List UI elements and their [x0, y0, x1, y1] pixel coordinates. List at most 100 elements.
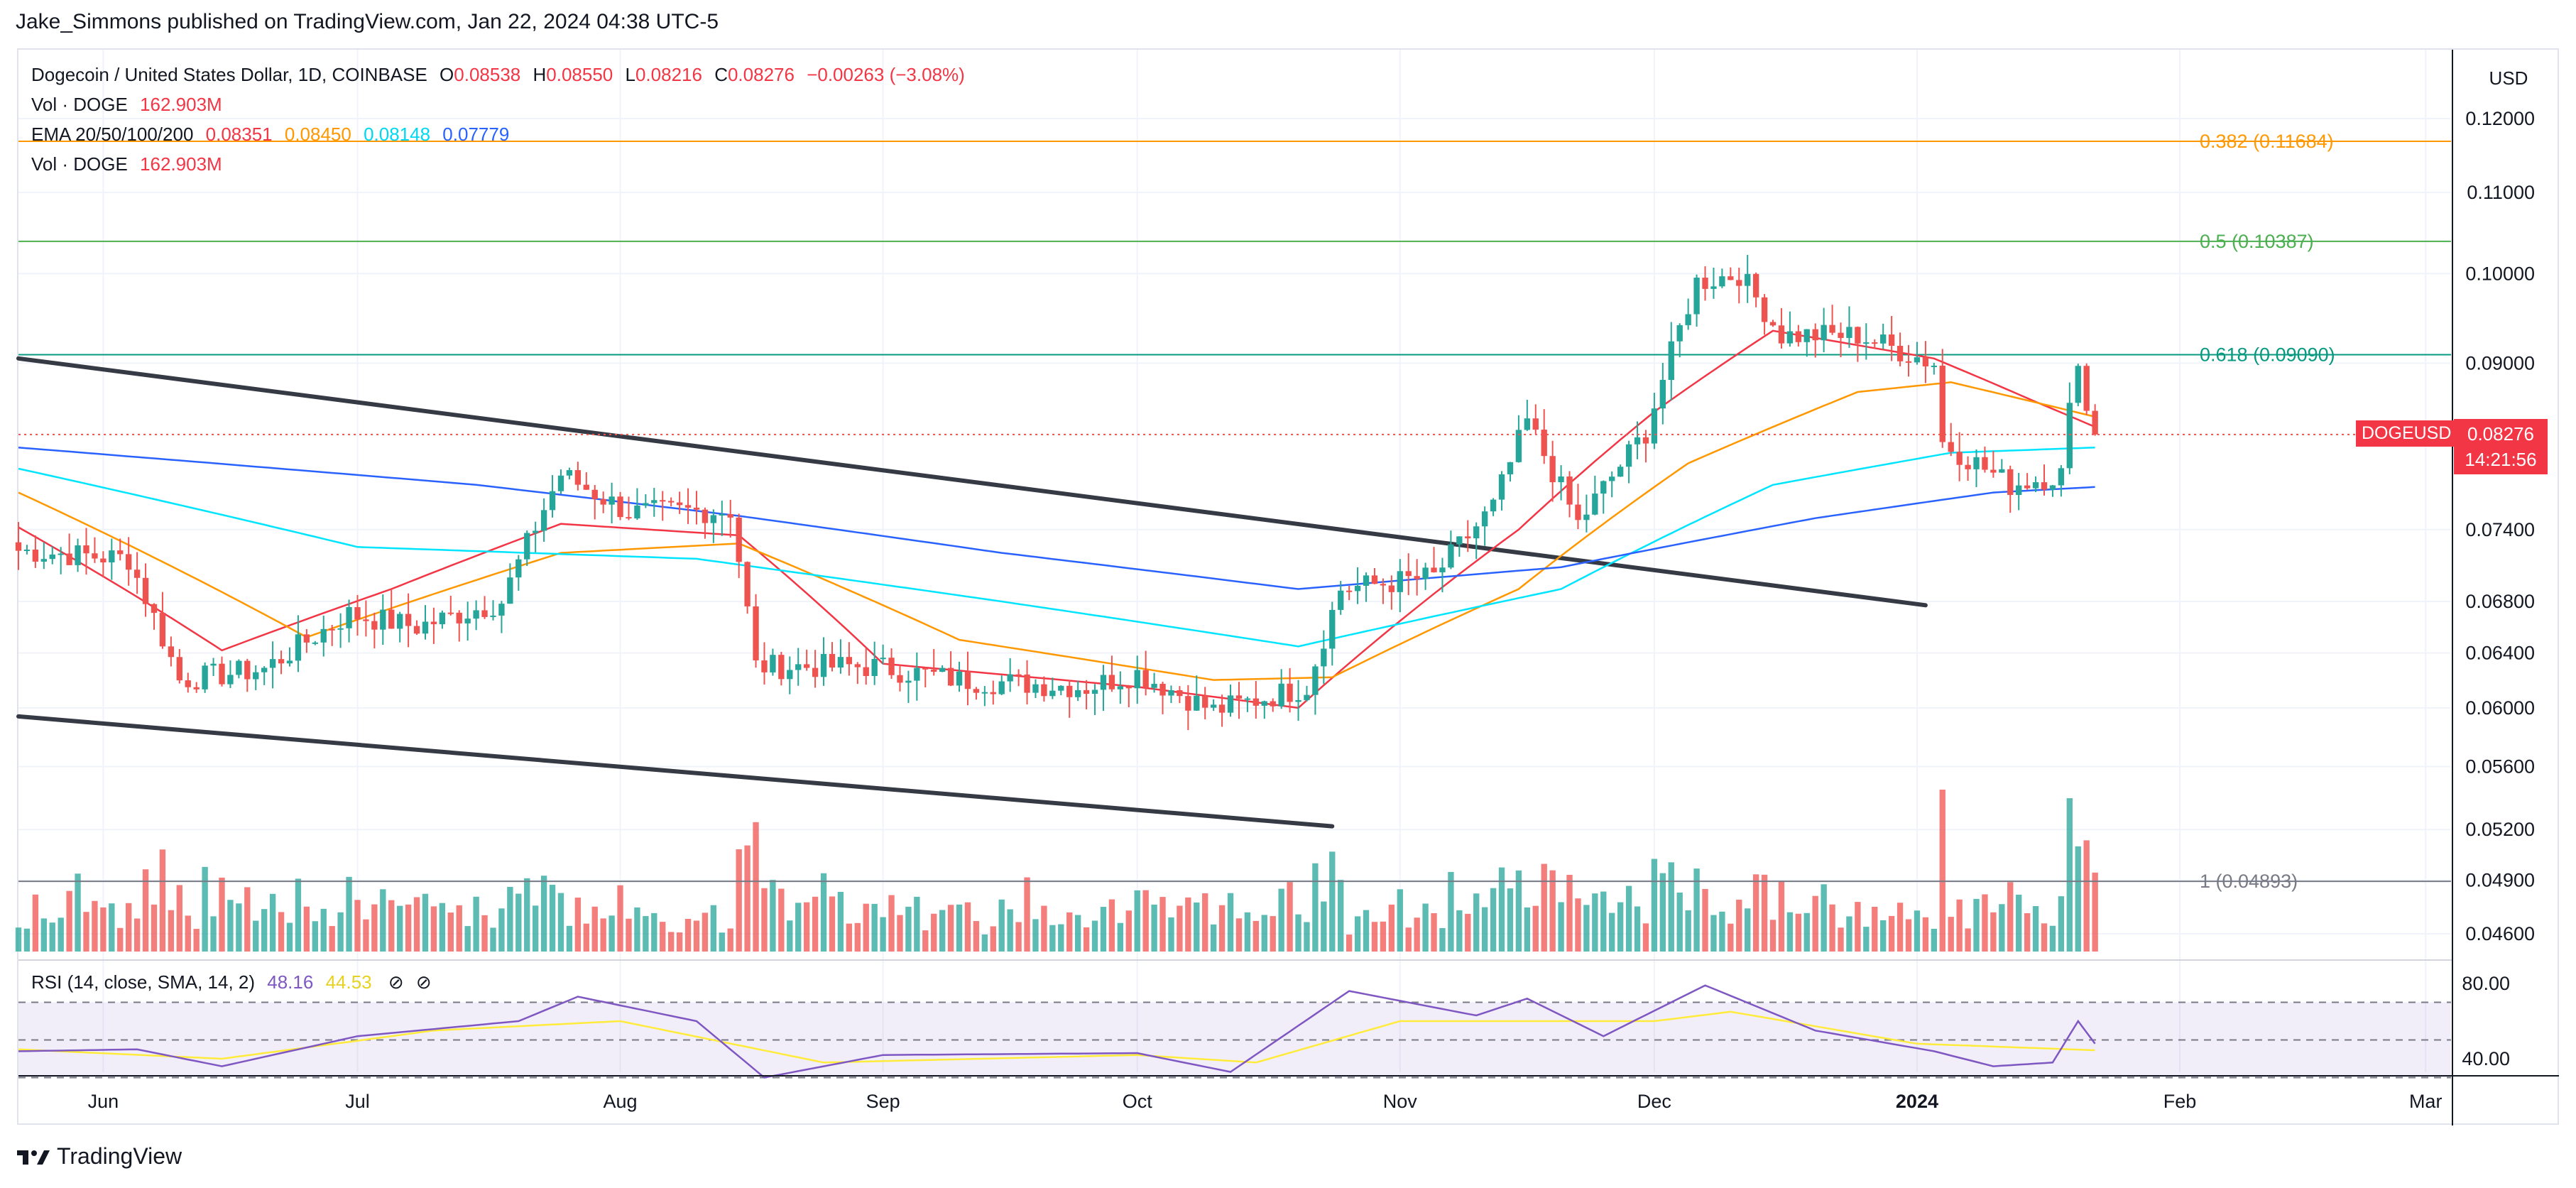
volume-bar	[939, 910, 946, 952]
candle-body	[1829, 325, 1835, 333]
tradingview-footer[interactable]: TradingView	[16, 1143, 182, 1170]
settings-icon[interactable]: ⊘	[415, 971, 432, 993]
volume-bar	[1566, 874, 1573, 952]
volume-bar	[1456, 910, 1463, 952]
volume-bar	[888, 895, 895, 952]
candle-body	[312, 642, 318, 644]
legend-volume-row[interactable]: Vol · DOGE 162.903M	[31, 94, 229, 116]
candle-body	[634, 505, 640, 519]
volume-bar	[168, 910, 175, 952]
ema50-line	[18, 381, 2095, 681]
time-tick-label: Dec	[1637, 1091, 1671, 1112]
candle-body	[736, 517, 742, 562]
volume-bar	[1177, 905, 1183, 952]
volume-bar	[269, 893, 276, 952]
volume-bar	[981, 934, 988, 952]
channel-lines	[16, 356, 1928, 829]
rsi-legend[interactable]: RSI (14, close, SMA, 14, 2) 48.16 44.53 …	[31, 971, 439, 993]
volume-bar	[1354, 916, 1361, 952]
candle-body	[1896, 346, 1904, 361]
volume-bar	[1498, 867, 1505, 952]
volume-bar	[1558, 902, 1564, 952]
volume-bar	[1117, 922, 1124, 952]
volume-bar	[1405, 927, 1412, 952]
volume-bar	[557, 893, 564, 952]
volume-bar	[1448, 871, 1454, 952]
volume-bar	[1778, 881, 1785, 952]
ema20-value: 0.08351	[205, 124, 273, 145]
candle-body	[1210, 704, 1217, 708]
candle-body	[761, 660, 768, 672]
candle-body	[1931, 365, 1938, 367]
axes: 0.12000 0.11000 0.10000 0.09000 0.07400 0.068…	[18, 50, 2559, 1126]
candle-body	[532, 530, 539, 533]
candle-body	[269, 659, 276, 668]
candle-body	[1990, 469, 1997, 473]
candle-body	[863, 667, 869, 677]
hide-icon[interactable]: ⊘	[388, 971, 404, 993]
publisher-line: Jake_Simmons published on TradingView.co…	[16, 10, 719, 33]
candle-body	[667, 501, 675, 503]
volume-bar	[405, 904, 412, 952]
candle-body	[880, 658, 886, 660]
volume-bar	[719, 932, 725, 952]
volume-bar	[998, 899, 1005, 952]
candle-body	[1304, 694, 1310, 700]
volume-bar	[854, 922, 861, 952]
candle-body	[1710, 286, 1717, 289]
candle-body	[1982, 457, 1988, 470]
candle-body	[337, 628, 344, 630]
volume-bar	[2083, 840, 2090, 952]
legend-volume-row-2[interactable]: Vol · DOGE 162.903M	[31, 153, 229, 175]
legend-ema-row[interactable]: EMA 20/50/100/200 0.08351 0.08450 0.0814…	[31, 124, 516, 146]
volume-value: 162.903M	[140, 94, 222, 115]
volume-bar	[1761, 874, 1768, 952]
volume-bar	[159, 849, 166, 952]
volume-bar	[820, 873, 827, 952]
candle-body	[227, 675, 234, 685]
volume-bar	[1439, 927, 1446, 952]
rsi-tick-label: 40.00	[2462, 1048, 2510, 1069]
time-tick-label: Sep	[866, 1091, 900, 1112]
volume-bar	[1490, 888, 1497, 952]
candle-body	[1346, 590, 1353, 592]
volume-bar	[515, 893, 522, 952]
candle-body	[1397, 571, 1403, 592]
candle-body	[1803, 329, 1810, 342]
volume-bar	[1338, 880, 1344, 952]
time-tick-label: 2024	[1896, 1091, 1938, 1112]
symbol-name[interactable]: Dogecoin / United States Dollar, 1D, COI…	[31, 64, 427, 85]
candle-body	[1973, 457, 1980, 469]
candle-body	[1218, 704, 1226, 713]
volume-bar	[1863, 927, 1870, 952]
volume-bar	[92, 900, 98, 952]
candle-body	[795, 664, 802, 670]
candle-body	[1125, 686, 1132, 689]
candle-body	[286, 660, 293, 664]
volume-bar	[1625, 885, 1632, 952]
volume-bar	[422, 893, 429, 952]
candle-body	[1999, 469, 2005, 473]
price-tick-label: 0.06400	[2465, 643, 2535, 664]
volume-bar	[507, 886, 513, 952]
volume-bar	[871, 903, 878, 952]
candle-body	[1066, 685, 1073, 697]
candle-body	[1151, 684, 1157, 688]
rsi-sma-value: 44.53	[325, 971, 372, 993]
candle-body	[32, 549, 39, 562]
volume-bar	[532, 905, 539, 952]
volume-bar	[236, 903, 242, 952]
candle-body	[1083, 690, 1090, 694]
candle-body	[812, 667, 819, 677]
currency-selector[interactable]: USD	[2489, 67, 2528, 89]
candle-body	[142, 577, 149, 604]
candle-body	[693, 507, 700, 510]
candle-body	[1812, 329, 1818, 341]
volume-bar	[812, 896, 819, 952]
price-tick-label: 0.06000	[2465, 697, 2535, 719]
price-tick-label: 0.07400	[2465, 519, 2535, 540]
volume-bar	[1074, 915, 1081, 952]
volume-bar	[430, 906, 437, 952]
candle-body	[1515, 430, 1522, 462]
